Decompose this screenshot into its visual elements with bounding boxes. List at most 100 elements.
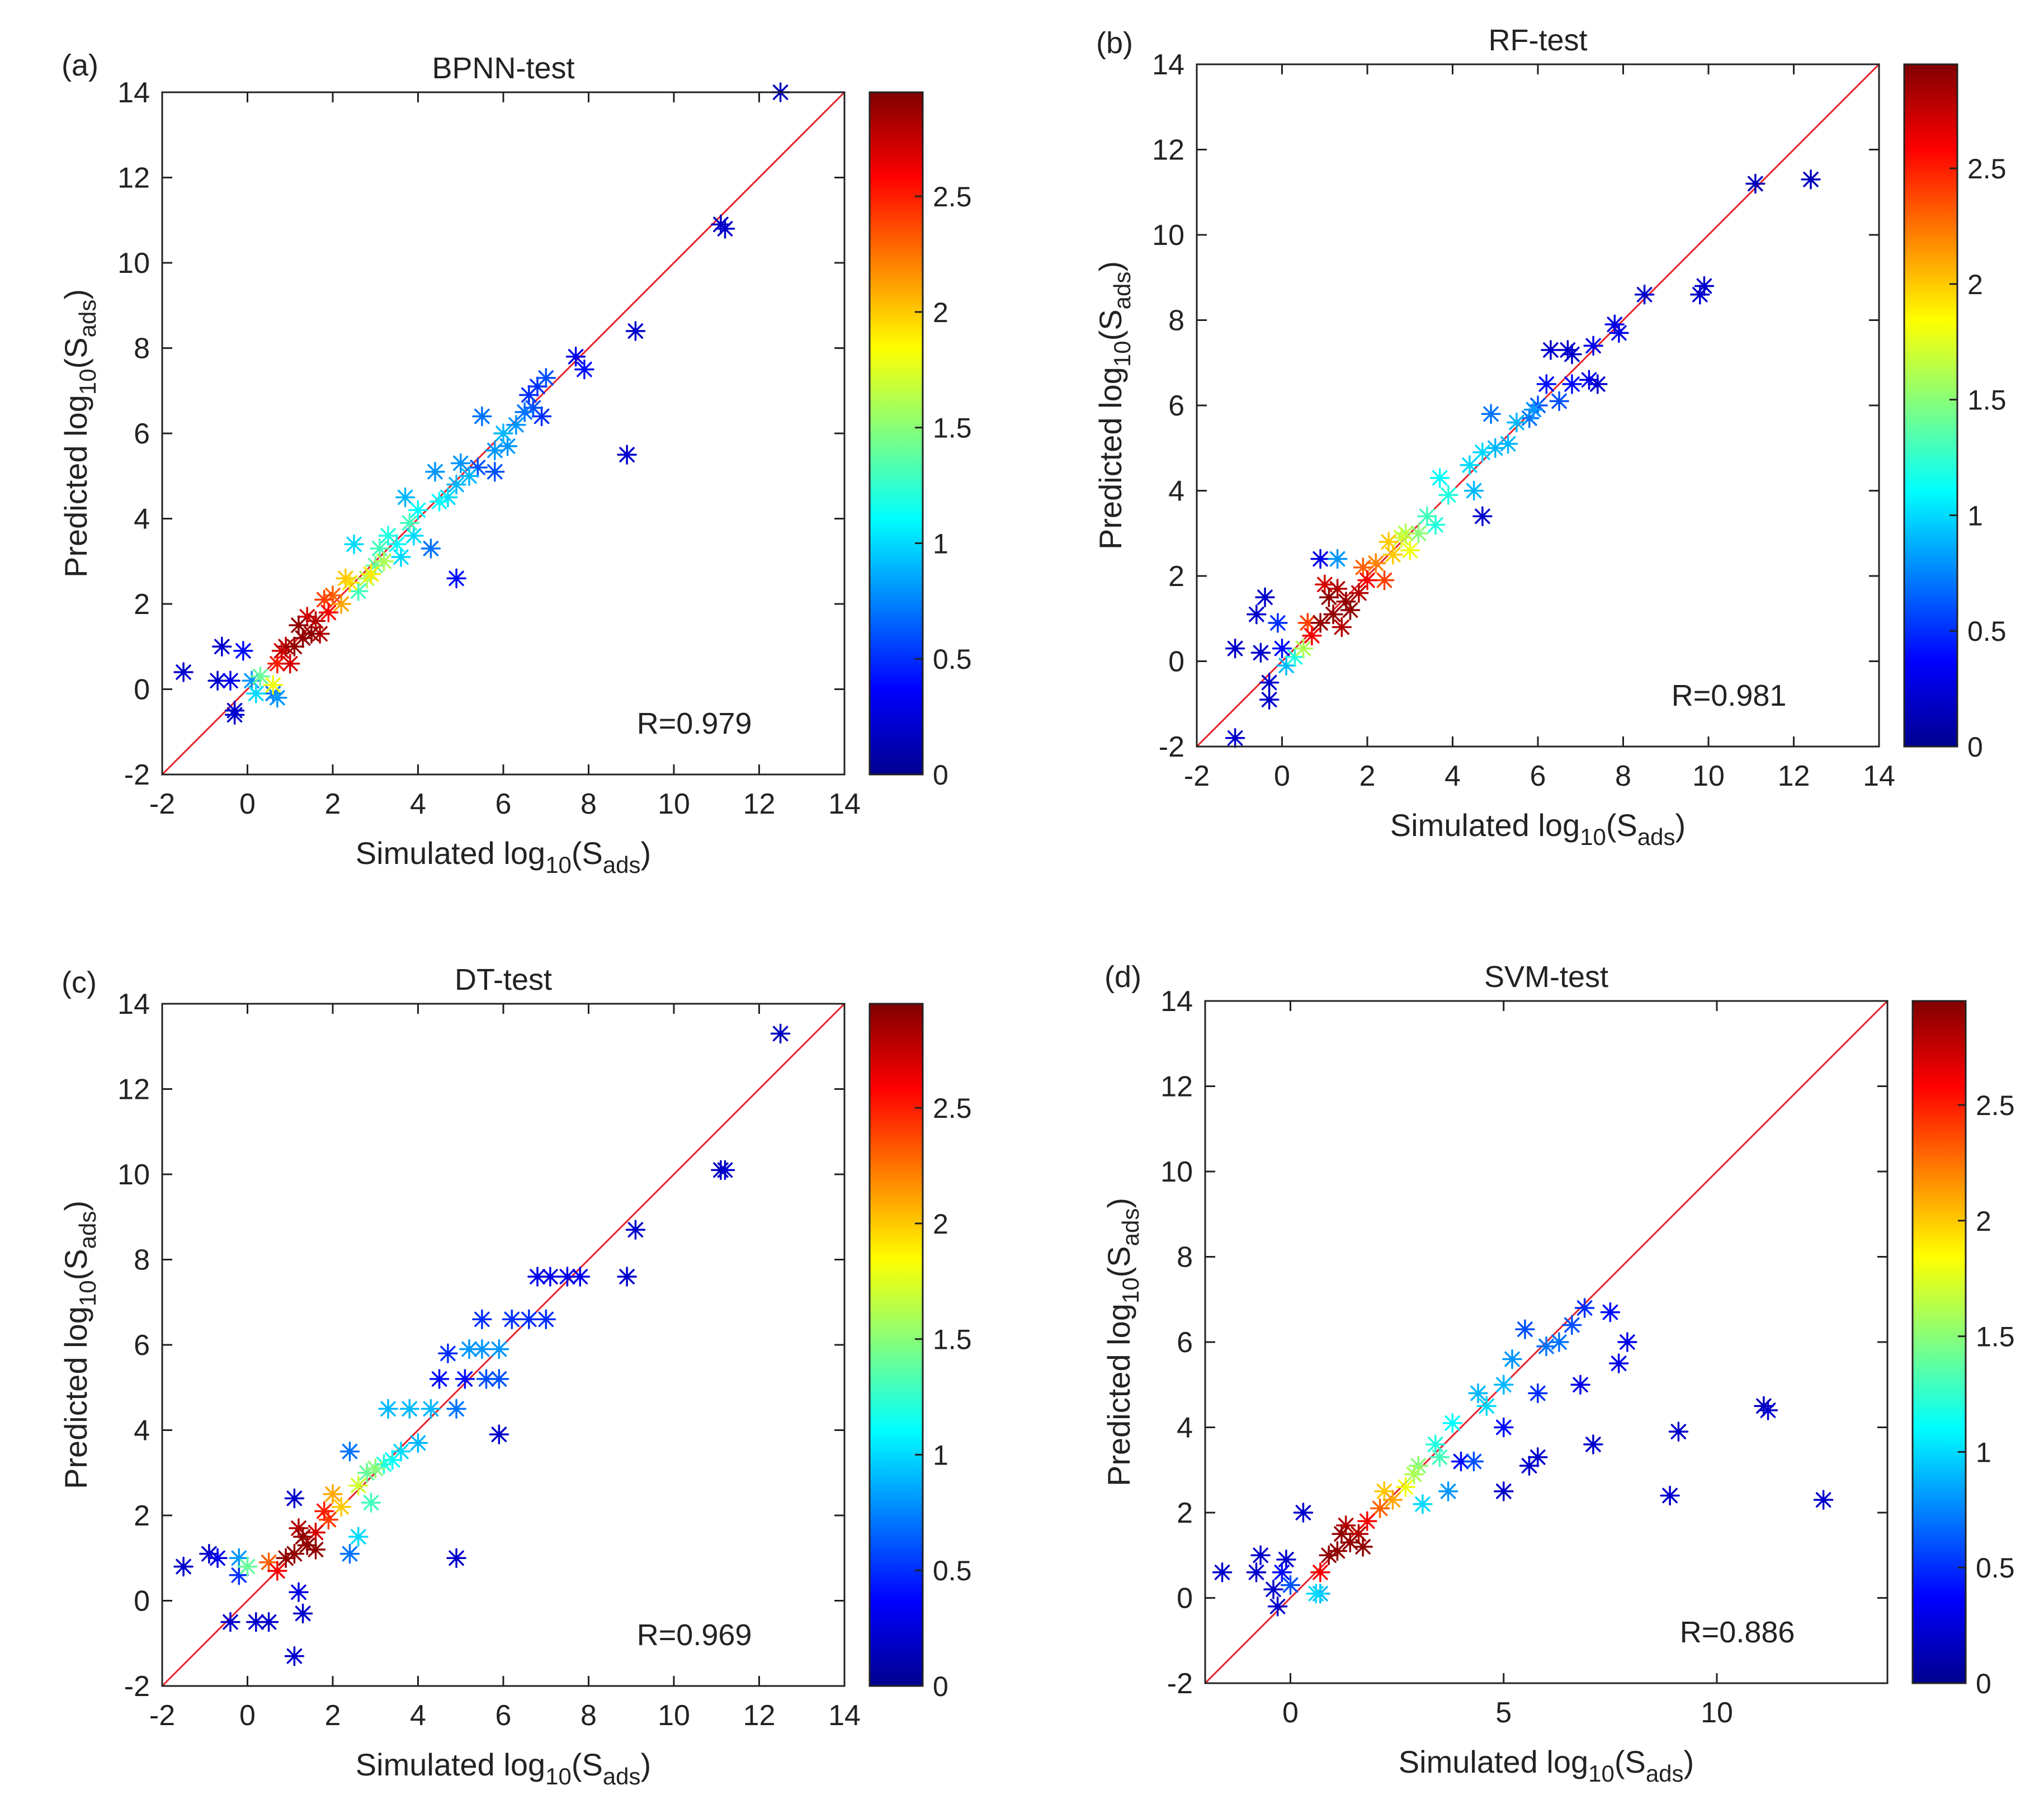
data-point bbox=[1259, 672, 1280, 693]
data-point bbox=[1280, 1575, 1301, 1595]
data-point bbox=[207, 1548, 228, 1569]
x-tick-label: 14 bbox=[1863, 760, 1895, 792]
data-point bbox=[1523, 399, 1544, 420]
colorbar-tick-label: 1 bbox=[933, 528, 948, 559]
colorbar-tick-label: 1.5 bbox=[1976, 1321, 2015, 1353]
data-point bbox=[1425, 1434, 1446, 1454]
data-point bbox=[1468, 1383, 1488, 1404]
colorbar-tick-label: 1.5 bbox=[1967, 385, 2007, 416]
data-point bbox=[246, 683, 266, 703]
data-point bbox=[770, 1023, 791, 1044]
data-point bbox=[1472, 506, 1493, 527]
data-point bbox=[421, 539, 441, 559]
axis-label-part: (S bbox=[58, 1249, 93, 1280]
x-tick-label: 14 bbox=[828, 788, 861, 820]
data-point bbox=[1460, 455, 1480, 475]
data-point bbox=[1310, 613, 1330, 633]
colorbar-tick-label: 0.5 bbox=[1967, 616, 2007, 647]
y-tick-label: 14 bbox=[1160, 985, 1193, 1018]
r-value-annotation: R=0.979 bbox=[637, 707, 752, 740]
data-point bbox=[173, 1556, 193, 1577]
data-point bbox=[1267, 1597, 1288, 1617]
data-point bbox=[1745, 173, 1766, 194]
data-point bbox=[1315, 574, 1335, 595]
data-point bbox=[1519, 1456, 1540, 1476]
y-tick-label: 0 bbox=[134, 1585, 150, 1618]
data-point bbox=[1340, 600, 1361, 620]
x-tick-label: 12 bbox=[743, 1699, 776, 1732]
axis-label-part: ads bbox=[74, 300, 101, 338]
data-point bbox=[348, 1527, 369, 1547]
data-point bbox=[1332, 617, 1352, 637]
data-point bbox=[1507, 412, 1527, 433]
data-point bbox=[361, 564, 381, 584]
data-point bbox=[224, 705, 245, 725]
data-point bbox=[519, 1309, 539, 1330]
plot-area: -2 0 2 4 6 8 10 12 14-202468101214R=0.979Simulat… bbox=[58, 77, 972, 878]
colorbar-tick-label: 1 bbox=[1967, 500, 1983, 531]
axis-label-part: ads bbox=[1117, 1208, 1144, 1246]
data-point bbox=[1442, 1413, 1463, 1433]
data-point bbox=[1438, 485, 1458, 505]
axis-label-part: (S bbox=[572, 1747, 603, 1782]
data-point bbox=[459, 1339, 479, 1359]
data-point bbox=[514, 402, 535, 422]
data-point bbox=[1536, 374, 1557, 394]
colorbar bbox=[868, 1003, 924, 1687]
data-point bbox=[1562, 1315, 1582, 1335]
data-point bbox=[1464, 480, 1484, 501]
x-axis-label: Simulated log10(Sads) bbox=[1390, 807, 1686, 850]
data-point bbox=[314, 1501, 334, 1522]
y-tick-label: 10 bbox=[117, 1159, 150, 1191]
data-point bbox=[527, 1267, 547, 1287]
data-point bbox=[1272, 638, 1292, 659]
y-tick-label: 6 bbox=[1177, 1326, 1193, 1359]
x-tick-label: -2 bbox=[149, 788, 175, 820]
data-point bbox=[1668, 1421, 1689, 1442]
y-tick-label: -2 bbox=[124, 1670, 150, 1703]
y-axis-label: Predicted log10(Sads) bbox=[1093, 261, 1135, 550]
data-point bbox=[378, 526, 398, 546]
y-tick-label: 2 bbox=[1168, 560, 1184, 593]
x-tick-label: 14 bbox=[828, 1699, 861, 1732]
data-point bbox=[429, 1369, 450, 1389]
data-point bbox=[1263, 1579, 1283, 1600]
data-point bbox=[446, 568, 466, 589]
data-point bbox=[1272, 1562, 1292, 1583]
data-point bbox=[1541, 340, 1561, 360]
axis-label-part: ads bbox=[1637, 824, 1675, 850]
axis-label-part: ) bbox=[1684, 1744, 1694, 1779]
colorbar-tick-label: 0 bbox=[1967, 731, 1983, 763]
axis-label-part: (S bbox=[1101, 1246, 1136, 1277]
data-point bbox=[220, 670, 240, 691]
data-point bbox=[399, 513, 420, 533]
x-tick-label: -2 bbox=[149, 1699, 175, 1732]
panel-c: (c) DT-test -2 0 2 4 6 8 10 12 14-202468101214R=… bbox=[58, 963, 972, 1789]
data-point bbox=[280, 654, 300, 674]
colorbar-tick-label: 2.5 bbox=[1976, 1090, 2015, 1121]
data-point bbox=[446, 1399, 466, 1419]
plot-area: -2 0 2 4 6 8 10 12 14-202468101214R=0.969Simulat… bbox=[58, 988, 972, 1789]
plot-area: -2 0 2 4 6 8 10 12 14-202468101214R=0.981Simulat… bbox=[1093, 49, 2007, 850]
data-point bbox=[1276, 1550, 1296, 1570]
data-point bbox=[1600, 1302, 1621, 1322]
axis-label-part: 10 bbox=[1109, 341, 1135, 367]
axis-label-part: 10 bbox=[1117, 1277, 1144, 1303]
y-tick-label: 12 bbox=[117, 162, 150, 195]
data-point bbox=[472, 406, 492, 427]
data-point bbox=[476, 1369, 497, 1389]
y-tick-label: 6 bbox=[134, 1329, 150, 1362]
y-tick-label: 10 bbox=[117, 247, 150, 280]
y-tick-label: 2 bbox=[1177, 1497, 1193, 1529]
colorbar-tick-label: 1 bbox=[933, 1439, 948, 1471]
y-tick-label: 4 bbox=[1168, 475, 1184, 508]
data-point bbox=[1302, 626, 1322, 646]
colorbar-tick-label: 0 bbox=[1976, 1668, 1991, 1699]
axis-label-part: ) bbox=[1093, 261, 1128, 272]
colorbar-tick-label: 1.5 bbox=[933, 413, 972, 444]
x-tick-label: 4 bbox=[410, 788, 426, 820]
x-tick-label: 0 bbox=[1282, 1697, 1299, 1729]
chart-title: DT-test bbox=[455, 963, 552, 996]
axis-label-part: ) bbox=[58, 289, 93, 300]
data-point bbox=[237, 1556, 258, 1577]
